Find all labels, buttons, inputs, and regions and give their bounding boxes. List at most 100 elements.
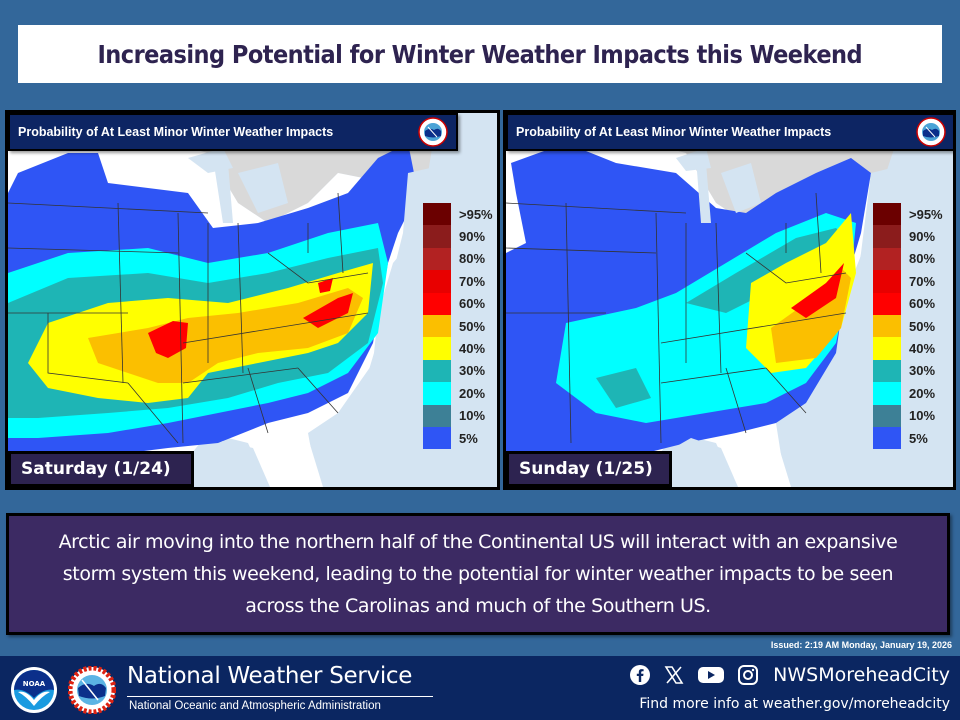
- facebook-icon[interactable]: [629, 664, 651, 686]
- noaa-logo-icon: NOAA: [11, 667, 57, 713]
- legend-swatch: [423, 404, 451, 427]
- legend-row: 20%: [423, 382, 493, 405]
- legend-swatch: [873, 247, 901, 271]
- map-header: Probability of At Least Minor Winter Wea…: [8, 113, 458, 151]
- legend-row: 40%: [873, 337, 943, 360]
- legend-label: 20%: [459, 385, 486, 401]
- legend-label: 90%: [909, 229, 936, 245]
- legend-label: 20%: [909, 385, 936, 401]
- legend-row: 20%: [873, 382, 943, 405]
- legend-row: 50%: [423, 314, 493, 338]
- map-graphic: [8, 113, 497, 487]
- legend-row: 70%: [423, 270, 493, 293]
- map-header-title: Probability of At Least Minor Winter Wea…: [18, 125, 334, 139]
- legend-row: 70%: [873, 270, 943, 293]
- legend-label: 10%: [909, 408, 936, 424]
- legend-row: 30%: [423, 359, 493, 383]
- legend-swatch: [423, 337, 451, 360]
- legend-row: 10%: [423, 404, 493, 427]
- legend-row: >95%: [873, 203, 943, 226]
- map-header: Probability of At Least Minor Winter Wea…: [506, 113, 953, 151]
- nws-logo-icon: [418, 117, 448, 147]
- legend-swatch: [873, 225, 901, 248]
- youtube-icon[interactable]: [697, 664, 725, 686]
- legend-row: 60%: [873, 292, 943, 315]
- title-banner: Increasing Potential for Winter Weather …: [18, 25, 942, 83]
- legend-row: 30%: [873, 359, 943, 383]
- legend-row: 80%: [873, 247, 943, 271]
- parent-org-name: National Oceanic and Atmospheric Adminis…: [129, 700, 381, 712]
- legend-label: 60%: [909, 296, 936, 312]
- legend-label: 70%: [909, 273, 936, 289]
- probability-legend: >95% 90% 80% 70% 60% 50% 40% 30% 20% 10%…: [873, 203, 943, 450]
- footer: NOAA National Weather Service National O…: [0, 656, 960, 720]
- x-icon[interactable]: [663, 664, 685, 686]
- legend-swatch: [873, 292, 901, 315]
- legend-label: 40%: [459, 341, 486, 357]
- map-panel-saturday: Probability of At Least Minor Winter Wea…: [5, 110, 500, 490]
- more-info-link[interactable]: Find more info at weather.gov/moreheadci…: [639, 696, 950, 712]
- legend-swatch: [423, 359, 451, 383]
- map-header-title: Probability of At Least Minor Winter Wea…: [516, 125, 832, 139]
- legend-swatch: [873, 426, 901, 450]
- probability-legend: >95% 90% 80% 70% 60% 50% 40% 30% 20% 10%…: [423, 203, 493, 450]
- social-handle[interactable]: NWSMoreheadCity: [773, 664, 950, 686]
- nws-logo-icon: [68, 666, 116, 714]
- divider: [127, 696, 433, 697]
- legend-label: 40%: [909, 341, 936, 357]
- legend-label: 5%: [909, 430, 928, 446]
- legend-label: 80%: [459, 251, 486, 267]
- instagram-icon[interactable]: [737, 664, 759, 686]
- description-box: Arctic air moving into the northern half…: [6, 513, 950, 635]
- legend-swatch: [423, 203, 451, 226]
- day-label-sunday: Sunday (1/25): [506, 451, 672, 487]
- nws-logo-icon: [916, 117, 946, 147]
- legend-row: 90%: [423, 225, 493, 248]
- legend-swatch: [873, 203, 901, 226]
- legend-label: >95%: [909, 206, 943, 222]
- map-panel-sunday: Probability of At Least Minor Winter Wea…: [503, 110, 956, 490]
- legend-row: 10%: [873, 404, 943, 427]
- legend-row: 40%: [423, 337, 493, 360]
- legend-label: 80%: [909, 251, 936, 267]
- org-name: National Weather Service: [127, 663, 413, 689]
- legend-row: 90%: [873, 225, 943, 248]
- map-graphic: [506, 113, 953, 487]
- legend-swatch: [873, 382, 901, 405]
- legend-label: 5%: [459, 430, 478, 446]
- legend-row: 80%: [423, 247, 493, 271]
- legend-label: 50%: [909, 318, 936, 334]
- probability-map-saturday: Probability of At Least Minor Winter Wea…: [8, 113, 497, 487]
- legend-row: 5%: [873, 426, 943, 450]
- legend-swatch: [423, 270, 451, 293]
- legend-swatch: [873, 270, 901, 293]
- legend-swatch: [423, 225, 451, 248]
- legend-swatch: [423, 247, 451, 271]
- probability-map-sunday: Probability of At Least Minor Winter Wea…: [506, 113, 953, 487]
- legend-label: 90%: [459, 229, 486, 245]
- legend-row: >95%: [423, 203, 493, 226]
- legend-row: 50%: [873, 314, 943, 338]
- legend-label: 60%: [459, 296, 486, 312]
- legend-swatch: [873, 314, 901, 338]
- legend-swatch: [423, 426, 451, 450]
- legend-label: 30%: [909, 363, 936, 379]
- legend-row: 60%: [423, 292, 493, 315]
- svg-text:NOAA: NOAA: [23, 680, 46, 688]
- page-title: Increasing Potential for Winter Weather …: [97, 39, 863, 69]
- legend-label: 50%: [459, 318, 486, 334]
- legend-swatch: [423, 292, 451, 315]
- legend-swatch: [873, 337, 901, 360]
- description-text: Arctic air moving into the northern half…: [58, 531, 898, 617]
- legend-label: >95%: [459, 206, 493, 222]
- legend-label: 30%: [459, 363, 486, 379]
- legend-swatch: [423, 382, 451, 405]
- legend-swatch: [423, 314, 451, 338]
- legend-row: 5%: [423, 426, 493, 450]
- legend-label: 70%: [459, 273, 486, 289]
- legend-swatch: [873, 359, 901, 383]
- legend-swatch: [873, 404, 901, 427]
- issued-timestamp: Issued: 2:19 AM Monday, January 19, 2026: [770, 640, 952, 650]
- day-label-saturday: Saturday (1/24): [8, 451, 194, 487]
- legend-label: 10%: [459, 408, 486, 424]
